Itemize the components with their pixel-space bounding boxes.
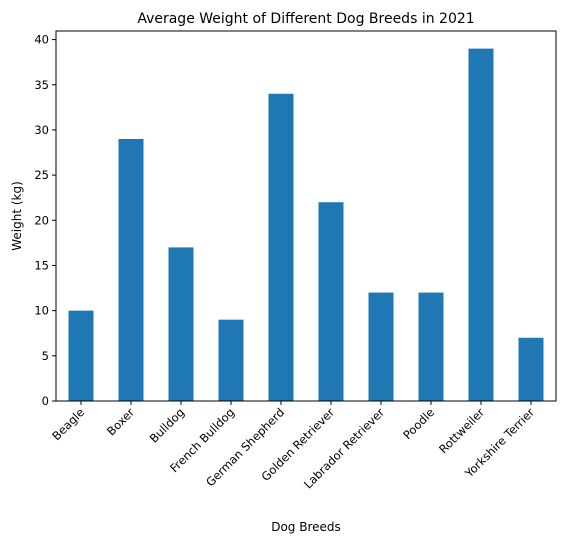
bar-yorkshire-terrier: [518, 337, 544, 401]
y-tick-label: 35: [34, 78, 49, 92]
bar-boxer: [118, 138, 144, 401]
y-tick-label: 40: [34, 33, 49, 47]
bar-beagle: [68, 310, 94, 401]
x-axis-label: Dog Breeds: [271, 520, 341, 534]
y-tick-label: 25: [34, 168, 49, 182]
bar-rottweiler: [468, 48, 494, 401]
y-axis: 0 5 10 15 20 25 30 35 40: [34, 33, 56, 408]
y-tick-label: 30: [34, 123, 49, 137]
x-tick-label: Bulldog: [147, 405, 187, 445]
y-tick-label: 0: [42, 394, 49, 408]
chart-title: Average Weight of Different Dog Breeds i…: [137, 11, 474, 27]
bars-group: [68, 48, 544, 402]
bar-french-bulldog: [218, 319, 244, 401]
y-tick-label: 20: [34, 213, 49, 227]
x-tick-label: Boxer: [104, 405, 137, 438]
bar-labrador-retriever: [368, 292, 394, 401]
bar-poodle: [418, 292, 444, 401]
y-tick-label: 10: [34, 304, 49, 318]
y-tick-label: 15: [34, 258, 49, 272]
bar-german-shepherd: [268, 93, 294, 402]
bar-golden-retriever: [318, 202, 344, 401]
plot-frame: [55, 30, 557, 402]
y-tick-label: 5: [42, 349, 49, 363]
bar-bulldog: [168, 247, 194, 401]
y-axis-label: Weight (kg): [10, 181, 24, 251]
x-tick-label: Poodle: [400, 405, 437, 442]
x-tick-label: Beagle: [49, 405, 87, 443]
x-tick-label: Rottweiler: [436, 405, 487, 456]
